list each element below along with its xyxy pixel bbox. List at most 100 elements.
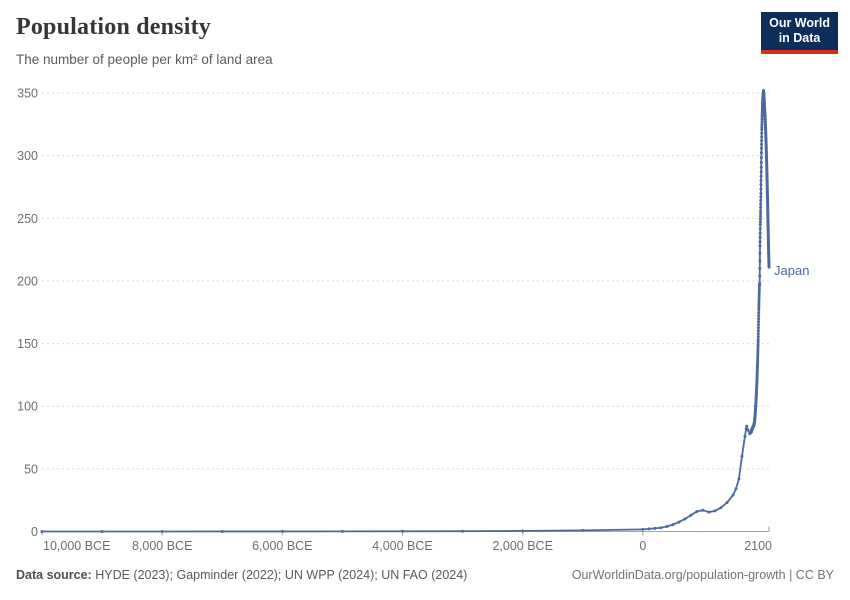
series-point xyxy=(647,527,651,531)
series-point xyxy=(756,342,760,346)
series-point xyxy=(759,209,763,213)
series-point xyxy=(759,198,763,202)
series-line-projection[interactable] xyxy=(762,102,771,269)
series-point xyxy=(760,142,764,146)
series-point xyxy=(758,251,762,255)
series-point xyxy=(758,231,762,235)
series-point xyxy=(220,529,224,533)
series-label-japan[interactable]: Japan xyxy=(774,263,809,278)
x-axis-tick-label: 2,000 BCE xyxy=(492,539,552,553)
series-point xyxy=(756,356,760,360)
series-point xyxy=(701,508,705,512)
series-point xyxy=(759,160,763,164)
series-point xyxy=(758,266,762,270)
series-point xyxy=(760,127,764,131)
series-point xyxy=(759,212,763,216)
series-point xyxy=(756,335,760,339)
series-point xyxy=(757,286,761,290)
series-point xyxy=(757,289,761,293)
series-point xyxy=(100,529,104,533)
series-point xyxy=(756,349,760,353)
y-axis-tick-label: 300 xyxy=(17,149,38,163)
series-point xyxy=(759,151,763,155)
data-source-text: HYDE (2023); Gapminder (2022); UN WPP (2… xyxy=(91,568,468,582)
x-axis-tick-label: 10,000 BCE xyxy=(43,539,110,553)
series-point xyxy=(737,477,741,481)
y-axis-tick-label: 100 xyxy=(17,400,38,414)
y-axis-tick-label: 150 xyxy=(17,337,38,351)
series-point xyxy=(653,526,657,530)
series-point xyxy=(756,332,760,336)
series-point xyxy=(758,240,762,244)
series-point xyxy=(760,139,764,143)
x-axis-tick-label: 4,000 BCE xyxy=(372,539,432,553)
series-point xyxy=(665,524,669,528)
series-point xyxy=(760,131,764,135)
series-point xyxy=(762,102,766,106)
series-point xyxy=(759,202,763,206)
series-point xyxy=(756,347,760,351)
series-point xyxy=(677,520,681,524)
series-point xyxy=(160,529,164,533)
y-axis-tick-label: 0 xyxy=(31,525,38,539)
series-point xyxy=(760,122,764,126)
series-point xyxy=(40,529,44,533)
series-point xyxy=(743,434,747,438)
series-point xyxy=(757,291,761,295)
data-source-note: Data source: HYDE (2023); Gapminder (202… xyxy=(16,568,467,582)
series-point xyxy=(758,220,762,224)
series-point xyxy=(756,323,760,327)
series-point xyxy=(757,305,761,309)
owid-logo-line1: Our World xyxy=(769,16,830,30)
series-point xyxy=(758,214,762,218)
series-point xyxy=(759,183,763,187)
series-point xyxy=(581,528,585,532)
data-source-label: Data source: xyxy=(16,568,92,582)
series-line-historical[interactable] xyxy=(42,89,766,533)
series-point xyxy=(707,510,711,514)
series-point xyxy=(731,493,735,497)
owid-logo-line2: in Data xyxy=(778,31,821,45)
series-point xyxy=(756,358,760,362)
series-point xyxy=(759,156,763,160)
series-point xyxy=(340,529,344,533)
series-point xyxy=(745,424,749,428)
series-points[interactable] xyxy=(40,88,766,533)
series-point xyxy=(713,509,717,513)
y-axis-tick-label: 350 xyxy=(17,87,38,101)
series-point xyxy=(759,195,763,199)
series-point xyxy=(734,487,738,491)
series-point xyxy=(757,298,761,302)
series-point xyxy=(740,454,744,458)
series-point xyxy=(758,223,762,227)
series-point xyxy=(757,317,761,321)
series-point xyxy=(757,308,761,312)
series-point xyxy=(760,120,764,124)
chart-subtitle: The number of people per km² of land are… xyxy=(16,52,273,67)
series-point xyxy=(758,259,762,263)
series-point xyxy=(759,178,763,182)
series-point xyxy=(759,146,763,150)
series-point xyxy=(759,187,763,191)
series-point xyxy=(659,526,663,530)
series-point xyxy=(689,513,693,517)
series-point xyxy=(758,281,762,285)
x-axis-tick-label: 8,000 BCE xyxy=(132,539,192,553)
series-point xyxy=(759,170,763,174)
series-point xyxy=(695,509,699,513)
page-title: Population density xyxy=(16,14,211,40)
owid-logo[interactable]: Our World in Data xyxy=(761,12,838,54)
series-point xyxy=(756,338,760,342)
y-axis-tick-label: 50 xyxy=(24,462,38,476)
series-point xyxy=(757,301,761,305)
series-point xyxy=(760,125,764,129)
credit-link[interactable]: OurWorldinData.org/population-growth | C… xyxy=(571,568,834,582)
x-axis-tick-label: 0 xyxy=(639,539,646,553)
series-point xyxy=(757,296,761,300)
series-point xyxy=(759,174,763,178)
series-point xyxy=(757,303,761,307)
series-point xyxy=(719,506,723,510)
series-point xyxy=(760,135,764,139)
series-point xyxy=(521,529,525,533)
